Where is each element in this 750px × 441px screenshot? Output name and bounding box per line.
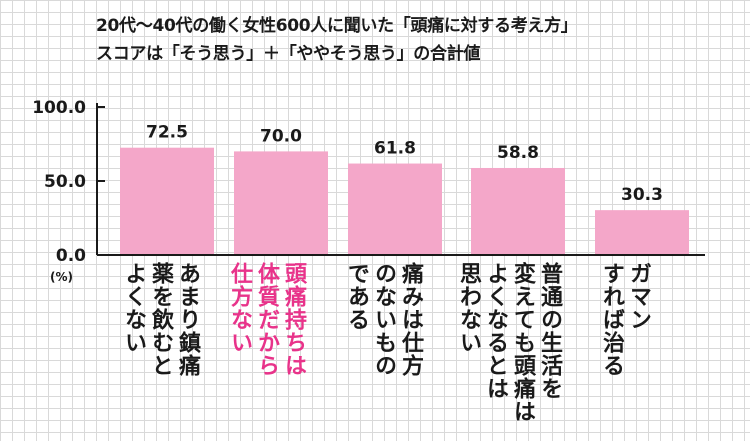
category-label-line: 変えても頭痛は — [510, 262, 535, 423]
category-label: ガマン すれば治る — [598, 262, 652, 377]
category-label: 普通の生活を 変えても頭痛は よくなるとは 思わない — [455, 262, 563, 423]
bar-value-label: 70.0 — [260, 126, 302, 146]
bar — [595, 210, 689, 255]
category-label-line: あまり鎮痛 — [175, 262, 200, 377]
bar-value-label: 72.5 — [146, 123, 188, 143]
category-label-line: 仕方ない — [227, 262, 252, 354]
category-label-line: 薬を飲むと — [148, 262, 173, 377]
category-label: あまり鎮痛 薬を飲むと よくない — [120, 262, 201, 377]
chart-title: 20代～40代の働く女性600人に聞いた「頭痛に対する考え方」 — [96, 16, 578, 36]
y-tick-label: 50.0 — [44, 172, 86, 192]
bar-value-label: 58.8 — [497, 143, 539, 163]
category-label-line: よくない — [121, 262, 146, 354]
bar — [348, 163, 442, 255]
category-label-line: 体質だから — [254, 262, 279, 377]
category-label-line: 頭痛持ちは — [281, 262, 306, 377]
bar-value-label: 30.3 — [621, 185, 663, 205]
category-label-line: 思わない — [456, 262, 481, 354]
y-unit-label: (%) — [50, 270, 73, 284]
y-tick-label: 100.0 — [32, 98, 86, 118]
chart-subtitle: スコアは「そう思う」＋「ややそう思う」の合計値 — [96, 44, 481, 64]
category-label-line: すれば治る — [599, 262, 624, 377]
category-label: 痛みは仕方 のないもの である — [343, 262, 424, 377]
category-label-line: よくなるとは — [483, 262, 508, 400]
category-label: 頭痛持ちは 体質だから 仕方ない — [226, 262, 307, 377]
category-label-line: 普通の生活を — [537, 262, 562, 400]
category-label-line: ガマン — [626, 262, 651, 331]
category-label-line: である — [344, 262, 369, 331]
category-label-line: のないもの — [371, 262, 396, 377]
bar — [234, 151, 328, 255]
y-tick-label: 0.0 — [56, 246, 86, 266]
category-label-line: 痛みは仕方 — [398, 262, 423, 377]
bar — [120, 147, 214, 255]
bar-value-label: 61.8 — [374, 139, 416, 159]
bar — [471, 167, 565, 255]
